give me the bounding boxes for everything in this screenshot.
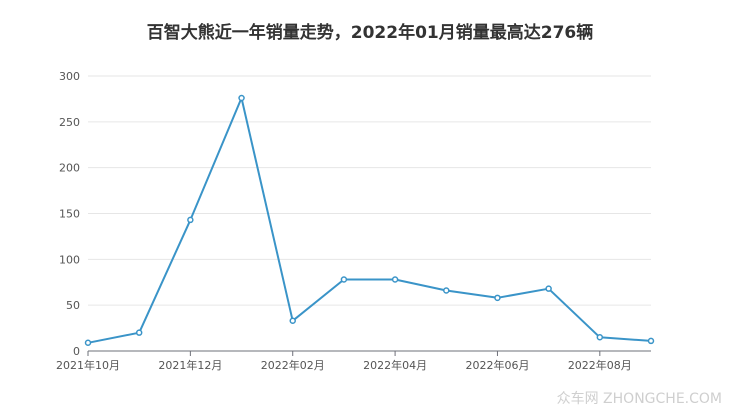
y-tick-label: 250	[59, 116, 80, 129]
y-axis-ticks: 0 50 100 150 200 250 300	[59, 70, 80, 358]
chart-title: 百智大熊近一年销量走势，2022年01月销量最高达276辆	[147, 22, 593, 43]
y-tick-label: 300	[59, 70, 80, 83]
series-line	[87, 97, 652, 344]
y-tick-label: 100	[59, 253, 80, 266]
x-tick-label: 2022年02月	[261, 358, 325, 372]
x-axis-ticks: 2021年10月 2021年12月 2022年02月 2022年04月 2022年06月…	[56, 351, 632, 372]
x-tick-label: 2022年08月	[568, 358, 632, 372]
data-point-9	[545, 285, 552, 292]
y-tick-label: 200	[59, 162, 80, 175]
x-tick-label: 2022年04月	[363, 358, 427, 372]
y-tick-label: 50	[66, 299, 80, 312]
data-point-1	[135, 329, 143, 336]
data-point-10	[596, 334, 604, 341]
data-point-0	[84, 339, 92, 346]
x-tick-label: 2021年12月	[158, 358, 222, 372]
x-tick-label: 2022年06月	[465, 358, 529, 372]
data-point-6	[391, 276, 399, 283]
gridlines	[88, 75, 651, 306]
data-point-8	[494, 294, 501, 302]
data-point-11	[647, 337, 655, 345]
data-point-7	[443, 287, 450, 294]
data-points	[84, 94, 655, 346]
data-point-3	[238, 94, 245, 102]
watermark-text: 众车网 ZHONGCHE.COM	[557, 390, 722, 407]
y-tick-label: 150	[59, 208, 80, 221]
x-tick-label: 2021年10月	[56, 358, 120, 372]
data-point-4	[289, 317, 296, 324]
data-point-2	[187, 216, 194, 224]
y-tick-label: 0	[73, 345, 80, 358]
data-point-5	[340, 276, 348, 283]
